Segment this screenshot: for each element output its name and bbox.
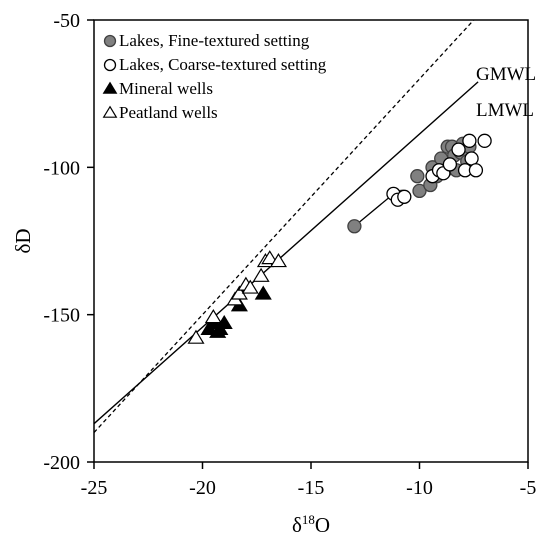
y-tick-label: -150 (43, 305, 80, 327)
lmwl-line (93, 81, 479, 425)
y-tick-label: -200 (43, 452, 80, 474)
circle-marker (347, 219, 362, 234)
y-tick-label: -50 (53, 10, 80, 32)
circle-marker (468, 163, 484, 178)
triangle-marker (254, 285, 272, 300)
legend-marker (102, 105, 118, 118)
x-tick-label: -25 (81, 477, 108, 499)
legend-marker (102, 81, 118, 94)
gmwl-line (93, 19, 475, 433)
circle-marker (410, 169, 425, 184)
legend-marker (103, 34, 117, 48)
gmwl-label: GMWL (476, 64, 536, 85)
triangle-marker (252, 267, 270, 282)
legend-marker (103, 58, 117, 72)
x-tick-label: -15 (298, 477, 325, 499)
circle-marker (477, 133, 492, 148)
triangle-marker (241, 279, 259, 294)
data-points (187, 133, 492, 344)
connector-line (353, 193, 394, 227)
triangle-marker (204, 309, 222, 324)
y-axis-title: δD (11, 228, 35, 253)
series-2 (386, 133, 492, 207)
x-tick-label: -10 (406, 477, 433, 499)
circle-marker (464, 151, 479, 166)
lmwl-label: LMWL (476, 100, 534, 121)
y-tick-label: -100 (43, 157, 80, 179)
circle-marker (412, 183, 427, 199)
triangle-marker (269, 253, 287, 268)
triangle-marker (187, 329, 205, 344)
circle-marker (451, 142, 466, 157)
connector-lines (353, 193, 394, 227)
series-4 (187, 250, 287, 344)
legend-label: Lakes, Fine-textured setting (119, 31, 310, 50)
x-tick-label: -5 (520, 477, 537, 499)
legend-label: Peatland wells (119, 103, 218, 122)
circle-marker (397, 189, 412, 204)
legend: Lakes, Fine-textured setting Lakes, Coars… (102, 31, 327, 122)
circle-marker (442, 157, 458, 172)
legend-label: Mineral wells (119, 79, 213, 98)
x-axis-title: δ18O (292, 512, 330, 537)
reference-lines (93, 19, 479, 433)
x-tick-label: -20 (189, 477, 216, 499)
legend-label: Lakes, Coarse-textured setting (119, 55, 327, 74)
circle-marker (462, 133, 477, 148)
triangle-marker (261, 250, 279, 265)
axes: -25 -20 -15 -10 -5 -200 -150 -100 -50 (43, 10, 536, 499)
